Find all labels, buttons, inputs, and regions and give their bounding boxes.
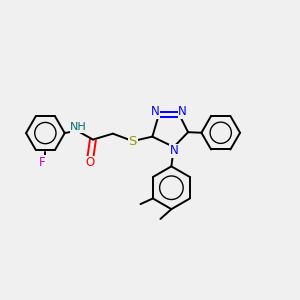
Text: NH: NH: [70, 122, 87, 132]
Text: O: O: [85, 156, 94, 169]
Text: F: F: [38, 156, 45, 169]
Text: S: S: [129, 135, 137, 148]
Text: N: N: [151, 106, 160, 118]
Text: N: N: [178, 106, 187, 118]
Text: N: N: [170, 144, 179, 157]
